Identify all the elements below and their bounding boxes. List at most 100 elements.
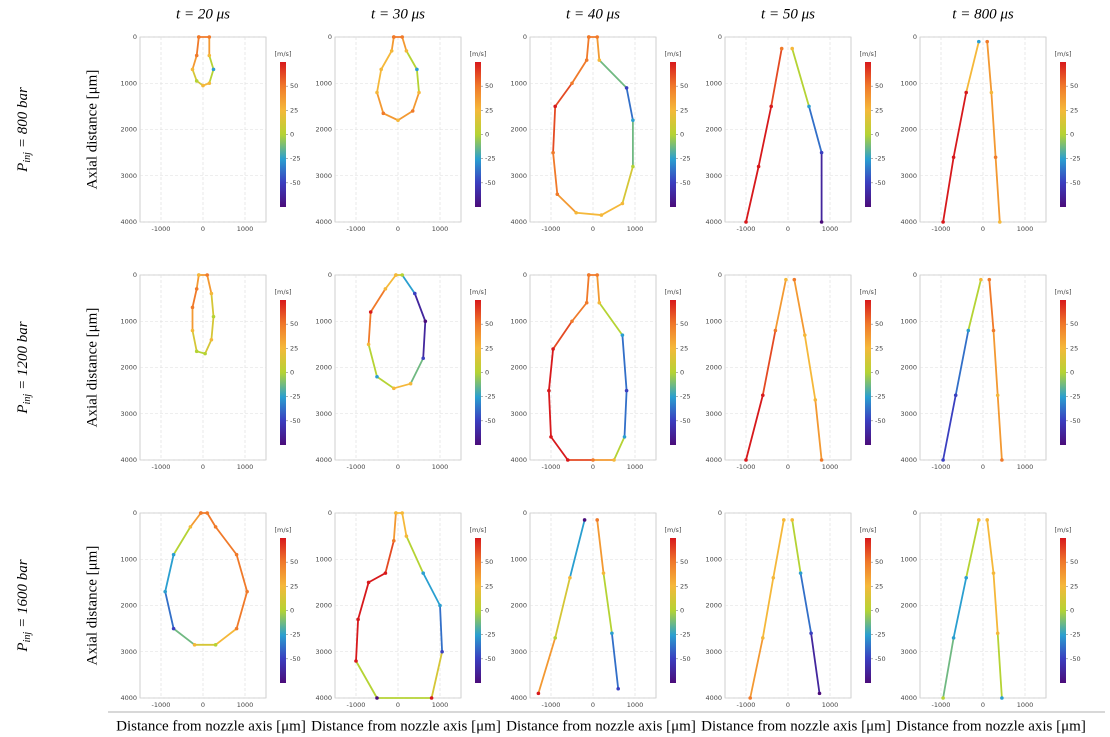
contour-point <box>819 220 824 224</box>
colorbar-tick-label: 25 <box>290 582 298 590</box>
contour-segment <box>745 394 764 461</box>
contour-point <box>951 636 956 640</box>
contour-segment <box>191 287 198 309</box>
contour-point <box>555 192 560 197</box>
contour-segment <box>367 572 387 584</box>
colorbar <box>1060 300 1066 445</box>
contour-point <box>807 104 811 109</box>
contour-point <box>190 67 195 72</box>
row-label-subscript: inj <box>22 152 33 163</box>
contour-point <box>203 351 207 356</box>
contour-segment <box>405 49 418 71</box>
colorbar-tick-label: 25 <box>875 582 883 590</box>
y-axis-label: Axial distance [μm] <box>84 70 100 190</box>
y-tick-label: 3000 <box>510 648 527 656</box>
y-tick-label: 0 <box>718 33 722 41</box>
contour-point <box>966 328 971 333</box>
contour-point <box>381 111 386 116</box>
contour-segment <box>990 91 997 159</box>
contour-point <box>941 220 945 224</box>
colorbar-tick-label: -50 <box>680 179 691 187</box>
contour-point <box>631 164 635 169</box>
colorbar-tick-label: 50 <box>680 558 688 566</box>
y-tick-label: 3000 <box>120 410 137 418</box>
x-tick-label: 1000 <box>822 225 839 233</box>
colorbar-tick-label: -25 <box>875 155 886 163</box>
contour-segment <box>537 636 557 695</box>
contour-point <box>190 328 195 333</box>
x-tick-label: 0 <box>201 701 205 709</box>
contour-segment <box>772 519 785 579</box>
contour-point <box>205 511 209 515</box>
contour-point <box>570 319 574 324</box>
contour-segment <box>994 156 1001 223</box>
y-tick-label: 3000 <box>705 648 722 656</box>
contour-point <box>756 164 761 169</box>
contour-point <box>375 90 379 95</box>
contour-segment <box>554 576 571 639</box>
x-tick-label: 0 <box>786 701 790 709</box>
contour-point <box>991 328 996 333</box>
colorbar-label: [m/s] <box>1055 526 1072 534</box>
contour-segment <box>369 287 387 313</box>
contour-point <box>171 626 176 631</box>
row-label-subscript: inj <box>22 394 33 405</box>
contour-point <box>207 53 212 58</box>
x-axis-label: Distance from nozzle axis [μm] <box>701 718 891 734</box>
y-tick-label: 0 <box>718 509 722 517</box>
y-tick-label: 1000 <box>705 317 722 325</box>
contour-segment <box>355 618 360 662</box>
contour-point <box>989 90 994 95</box>
contour-segment <box>808 105 823 154</box>
contour-segment <box>625 86 634 122</box>
x-tick-label: 1000 <box>432 225 449 233</box>
contour-segment <box>415 68 420 94</box>
contour-point <box>597 300 602 305</box>
x-tick-label: -1000 <box>347 463 366 471</box>
contour-segment <box>621 334 628 392</box>
contour-segment <box>409 357 425 385</box>
y-tick-label: 4000 <box>120 218 137 226</box>
contour-segment <box>942 636 955 699</box>
contour-point <box>192 643 197 647</box>
colorbar-label: [m/s] <box>275 288 292 296</box>
contour-point <box>211 314 216 319</box>
x-tick-label: 1000 <box>237 701 254 709</box>
contour-segment <box>954 329 970 397</box>
x-tick-label: -1000 <box>152 463 171 471</box>
x-tick-label: 1000 <box>1017 225 1034 233</box>
y-tick-label: 2000 <box>510 602 527 610</box>
contour-segment <box>814 398 823 461</box>
colorbar <box>1060 62 1066 207</box>
row-label: Pinj = 800 bar <box>15 87 33 173</box>
contour-point <box>194 79 199 83</box>
contour-segment <box>189 512 202 528</box>
x-tick-label: 1000 <box>822 463 839 471</box>
colorbar-tick-label: 0 <box>485 607 489 615</box>
contour-point <box>356 617 360 622</box>
contour-point <box>998 220 1002 224</box>
contour-segment <box>942 156 955 223</box>
colorbar-tick-label: 25 <box>1070 106 1078 114</box>
y-tick-label: 0 <box>523 509 527 517</box>
contour-point <box>383 571 388 575</box>
contour-point <box>213 643 218 647</box>
contour-point <box>163 589 167 594</box>
contour-segment <box>611 632 620 690</box>
y-tick-label: 0 <box>133 509 137 517</box>
y-tick-label: 4000 <box>315 218 332 226</box>
contour-segment <box>942 394 957 461</box>
contour-point <box>207 81 212 86</box>
contour-point <box>624 388 629 393</box>
row-label-text: = 1600 bar <box>15 559 31 628</box>
contour-point <box>392 538 396 543</box>
contour-point <box>415 67 419 72</box>
contour-point <box>197 273 201 277</box>
colorbar-tick-label: 25 <box>680 582 688 590</box>
column-title: t = 50 μs <box>761 6 815 22</box>
column-title: t = 40 μs <box>566 6 620 22</box>
contour-segment <box>376 91 385 115</box>
contour-point <box>979 277 983 282</box>
contour-segment <box>613 435 626 461</box>
contour-point <box>536 691 541 696</box>
